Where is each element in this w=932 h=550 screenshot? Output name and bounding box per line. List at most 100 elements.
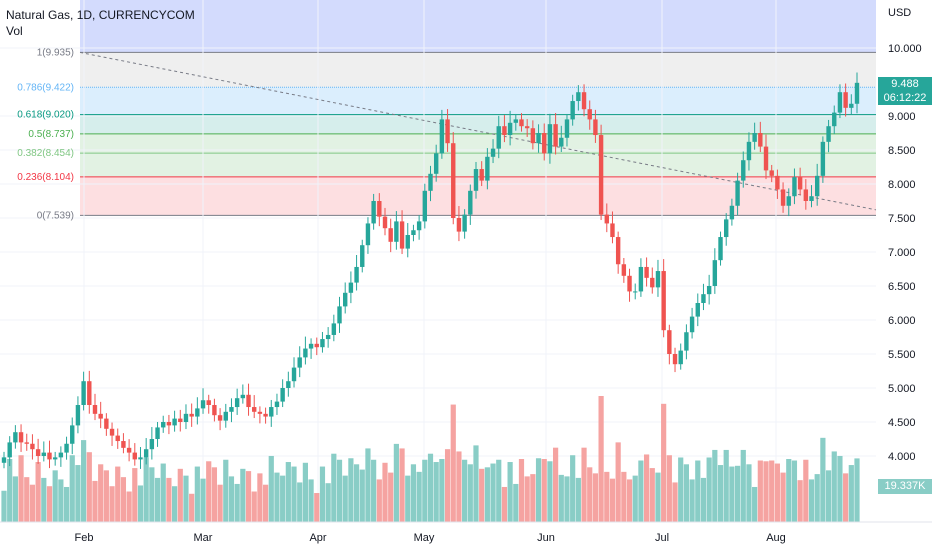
volume-bar [257, 473, 263, 522]
price-tick-label: 5.500 [888, 349, 916, 361]
volume-bar [228, 476, 235, 522]
volume-bar [211, 467, 218, 522]
candle-body [183, 413, 189, 422]
time-tick-label: Jul [655, 532, 669, 544]
volume-bar [172, 486, 178, 522]
candle-body [155, 427, 160, 439]
price-tick-label: 4.000 [888, 451, 916, 463]
volume-bar [780, 472, 786, 522]
candle-body [701, 294, 706, 303]
volume-bar [206, 461, 212, 522]
volume-bar [575, 477, 581, 522]
volume-bar [240, 468, 246, 522]
candle-body [223, 411, 228, 421]
volume-bar [29, 484, 36, 522]
volume-bar [462, 459, 468, 522]
volume-bar [143, 457, 149, 522]
volume-bar [189, 493, 195, 522]
candle-body [240, 394, 246, 399]
volume-bar [126, 491, 132, 522]
volume-bar [109, 486, 115, 522]
candle-body [587, 109, 592, 120]
candle-body [712, 260, 718, 286]
volume-bar [342, 475, 348, 522]
volume-bar [439, 459, 445, 522]
candle-body [519, 119, 524, 127]
candle-body [13, 432, 18, 443]
volume-bar [115, 466, 121, 522]
volume-bar [598, 396, 604, 522]
time-tick-label: Feb [75, 532, 94, 544]
volume-bar [86, 452, 92, 522]
candle-body [826, 126, 831, 142]
candle-body [792, 177, 797, 197]
volume-bar [348, 458, 354, 522]
volume-bar [649, 468, 655, 522]
volume-value: 19.337K [884, 480, 926, 492]
volume-bar [558, 474, 564, 522]
volume-bar [843, 473, 849, 522]
fib-level-label: 0.618(9.020) [17, 110, 74, 121]
candle-body [388, 228, 393, 242]
candle-body [661, 271, 666, 331]
volume-bar [626, 479, 633, 522]
volume-bar [58, 479, 64, 522]
candle-body [758, 133, 763, 147]
candle-body [30, 443, 35, 450]
volume-bar [268, 455, 274, 522]
candle-body [689, 316, 695, 333]
volume-bar [35, 462, 41, 522]
candle-body [530, 128, 536, 144]
candle-body [621, 264, 627, 276]
candle-body [456, 218, 462, 232]
volume-bar [314, 493, 320, 522]
candle-body [87, 381, 92, 405]
volume-bar [262, 484, 269, 522]
candle-body [849, 103, 854, 108]
candle-body [178, 418, 183, 422]
price-tick-label: 5.000 [888, 383, 916, 395]
candle-body [786, 196, 791, 206]
candle-body [451, 143, 456, 218]
volume-bar [285, 462, 291, 522]
volume-bar [24, 477, 30, 522]
candle-body [490, 148, 496, 157]
time-tick-label: May [414, 532, 435, 544]
candle-body [837, 92, 843, 113]
volume-bar [393, 443, 399, 522]
volume-bar [490, 463, 496, 522]
volume-bar [41, 477, 47, 522]
price-tick-label: 7.500 [888, 213, 916, 225]
volume-bar [75, 465, 81, 522]
fib-band [80, 133, 876, 154]
candle-body [832, 112, 837, 127]
volume-bar [746, 464, 752, 522]
candle-body [854, 82, 860, 104]
volume-bar [763, 461, 769, 522]
fib-band [80, 114, 876, 134]
candle-body [399, 221, 405, 249]
candle-body [820, 141, 826, 176]
candle-body [769, 170, 774, 176]
candle-body [143, 449, 149, 458]
candle-body [303, 348, 308, 358]
candle-body [553, 124, 558, 147]
volume-bar [120, 477, 127, 522]
candle-body [524, 126, 530, 129]
volume-bar [69, 455, 75, 522]
candle-body [735, 180, 740, 206]
volume-bar [854, 458, 860, 522]
volume-bar [706, 457, 712, 522]
time-tick-label: Jun [537, 532, 555, 544]
volume-bar [564, 476, 570, 522]
candle-body [405, 235, 410, 249]
candle-body [650, 277, 655, 288]
volume-bar [46, 486, 53, 522]
price-tick-label: 7.000 [888, 247, 916, 259]
candle-body [547, 124, 553, 154]
candle-body [206, 400, 211, 405]
candle-body [570, 101, 575, 120]
volume-bar [604, 471, 610, 522]
